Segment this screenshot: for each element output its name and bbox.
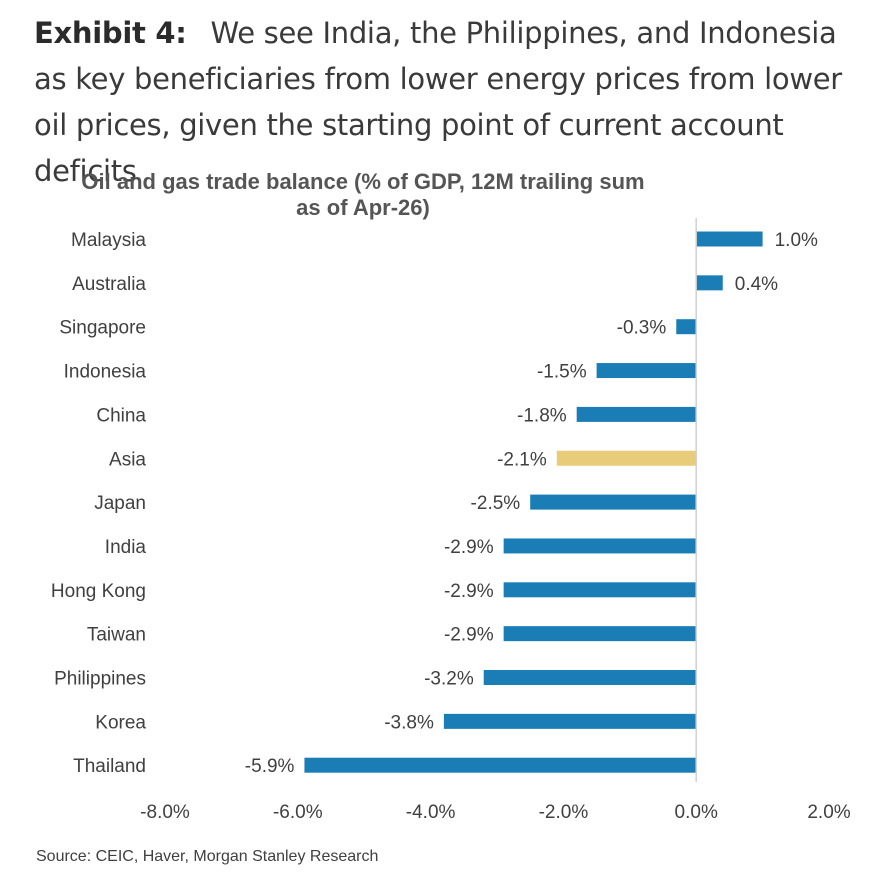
bar-thailand [304, 757, 697, 773]
bar-korea [443, 713, 697, 729]
category-label: Hong Kong [51, 581, 146, 602]
category-label: Thailand [73, 756, 146, 777]
category-label: Australia [72, 274, 146, 295]
category-label: Indonesia [64, 362, 147, 383]
exhibit-label: Exhibit 4: [34, 16, 187, 50]
chart-title-line-1: Oil and gas trade balance (% of GDP, 12M… [81, 169, 644, 194]
bar-china [576, 406, 697, 422]
bar-indonesia [596, 363, 697, 379]
exhibit-text: We see India, the Philippines, and Indon… [34, 16, 842, 188]
x-tick-label: -2.0% [539, 802, 589, 823]
bar-malaysia [696, 231, 763, 247]
bar-philippines [483, 670, 697, 685]
data-label: -2.9% [444, 537, 494, 558]
category-label: China [96, 405, 146, 426]
data-label: -3.2% [424, 669, 474, 690]
data-label: -0.3% [617, 318, 667, 339]
x-tick-label: 0.0% [675, 802, 718, 823]
x-tick-label: -6.0% [273, 802, 323, 823]
chart-title-line-2: as of Apr-26) [296, 195, 430, 220]
data-label: -3.8% [384, 712, 434, 733]
x-tick-label: 2.0% [807, 802, 850, 823]
category-label: India [105, 537, 147, 558]
source-note: Source: CEIC, Haver, Morgan Stanley Rese… [36, 848, 379, 865]
data-label: -1.8% [517, 405, 567, 426]
x-tick-label: -8.0% [140, 802, 190, 823]
bar-india [503, 538, 697, 554]
category-label: Korea [95, 712, 146, 733]
data-label: -1.5% [537, 362, 587, 383]
data-label: -2.1% [497, 449, 547, 470]
bar-taiwan [503, 626, 697, 642]
bar-chart: Oil and gas trade balance (% of GDP, 12M… [51, 169, 851, 823]
bar-asia [556, 450, 697, 466]
bar-australia [696, 275, 723, 291]
category-label: Malaysia [71, 230, 146, 251]
data-label: -2.5% [471, 493, 521, 514]
data-label: -5.9% [245, 756, 295, 777]
bar-japan [530, 494, 697, 510]
exhibit-heading: Exhibit 4: We see India, the Philippines,… [34, 10, 874, 194]
category-label: Asia [109, 449, 146, 470]
bar-hong-kong [503, 582, 697, 598]
x-tick-label: -4.0% [406, 802, 456, 823]
category-label: Singapore [59, 318, 146, 339]
plot-area: Malaysia 1.0% Australia 0.4% Singapore -0.3% I… [51, 218, 851, 823]
category-label: Taiwan [87, 625, 146, 646]
bar-singapore [676, 319, 697, 335]
data-label: -2.9% [444, 625, 494, 646]
data-label: 0.4% [735, 274, 778, 295]
category-label: Philippines [54, 669, 146, 690]
data-label: 1.0% [775, 230, 818, 251]
category-label: Japan [94, 493, 146, 514]
data-label: -2.9% [444, 581, 494, 602]
